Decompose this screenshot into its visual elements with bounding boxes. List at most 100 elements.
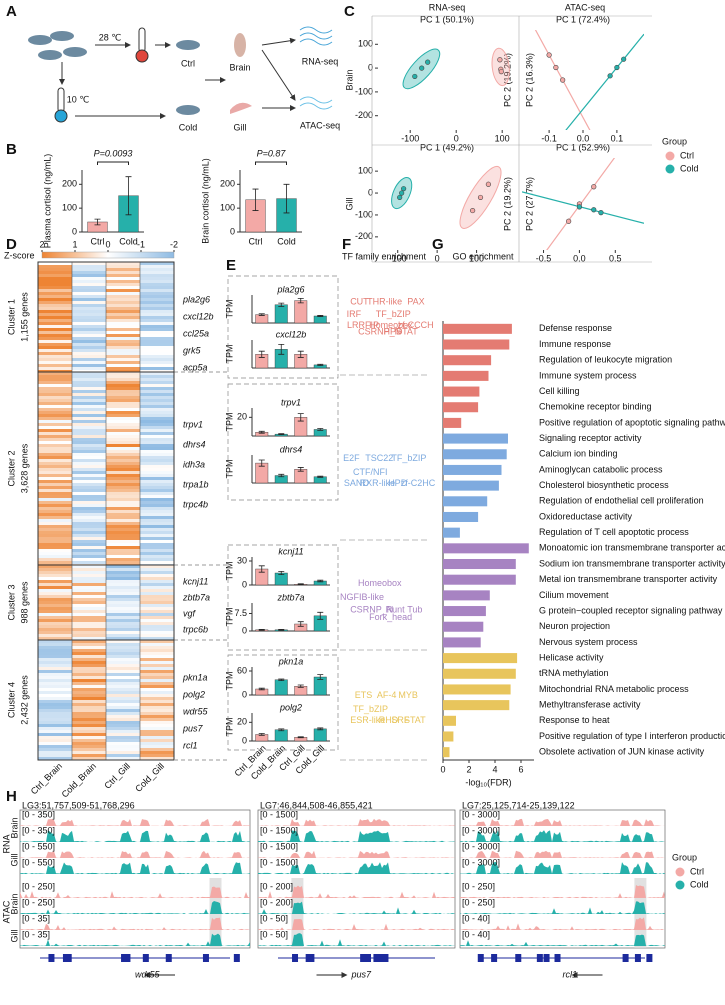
heatmap-cell (38, 387, 72, 390)
heatmap-cell (72, 700, 106, 703)
gene-label: wdr55 (183, 706, 209, 716)
heatmap-cell (38, 405, 72, 408)
diagram-label: Cold (179, 122, 198, 132)
heatmap-cell (38, 580, 72, 583)
y-tick-label: 0 (368, 187, 373, 197)
diagram-label: Gill (234, 122, 247, 132)
heatmap-cell (38, 709, 72, 712)
bar (443, 355, 492, 366)
heatmap-cell (140, 736, 174, 739)
heatmap-cell (72, 754, 106, 757)
heatmap-cell (106, 337, 140, 340)
heatmap-cell (140, 739, 174, 742)
heatmap-cell (140, 637, 174, 640)
heatmap-cell (38, 568, 72, 571)
heatmap-cell (106, 531, 140, 534)
bar (443, 386, 480, 397)
heatmap-cell (38, 444, 72, 447)
heatmap-cell (72, 655, 106, 658)
heatmap-cell (38, 429, 72, 432)
heatmap-cell (140, 471, 174, 474)
tf-word: zf-CCCH (398, 320, 434, 330)
bar (443, 574, 516, 585)
track-range: [0 - 1500] (260, 809, 298, 819)
fit-line (565, 33, 644, 130)
track-range: [0 - 50] (260, 929, 288, 939)
category-label: G protein−coupled receptor signaling pat… (539, 605, 723, 615)
heatmap-cell (72, 310, 106, 313)
heatmap-cell (140, 480, 174, 483)
exon (202, 954, 209, 962)
heatmap-cell (106, 352, 140, 355)
bar (443, 323, 512, 334)
heatmap-cell (106, 604, 140, 607)
heatmap-cell (106, 691, 140, 694)
tf-word: THR-like (367, 296, 402, 306)
heatmap-cell (140, 583, 174, 586)
coverage-track (258, 885, 455, 898)
heatmap-cell (140, 268, 174, 271)
heatmap-cell (72, 592, 106, 595)
heatmap-cell (38, 730, 72, 733)
heatmap-cell (106, 583, 140, 586)
heatmap-cell (72, 501, 106, 504)
heatmap-cell (72, 325, 106, 328)
heatmap-cell (38, 634, 72, 637)
tf-word: TF_bZIP (353, 704, 388, 714)
heatmap-cell (140, 322, 174, 325)
heatmap-cell (72, 378, 106, 381)
x-tick-label: 0 (435, 253, 440, 263)
heatmap-cell (140, 595, 174, 598)
heatmap-cell (38, 477, 72, 480)
heatmap-cell (38, 754, 72, 757)
tf-word: RHD (379, 715, 399, 725)
heatmap-cell (106, 364, 140, 367)
tissue-label: Gill (9, 930, 19, 943)
heatmap-cell (38, 393, 72, 396)
heatmap-cell (140, 601, 174, 604)
error-bar (258, 350, 265, 358)
heatmap-cell (140, 402, 174, 405)
gene-label: pkn1a (182, 672, 208, 682)
tf-word: HPD (388, 478, 408, 488)
pca-frame (371, 15, 652, 263)
heatmap-cell (140, 751, 174, 754)
heatmap-cell (38, 583, 72, 586)
heatmap-cell (72, 586, 106, 589)
heatmap-cell (38, 679, 72, 682)
heatmap-cell (38, 504, 72, 507)
heatmap-cell (38, 483, 72, 486)
heatmap-cell (72, 583, 106, 586)
heatmap-cell (106, 655, 140, 658)
heatmap-cell (140, 673, 174, 676)
heatmap-cell (72, 565, 106, 568)
heatmap-cell (38, 307, 72, 310)
cluster-name: Cluster 2 (6, 450, 16, 486)
panel-label: E (226, 257, 236, 274)
heatmap-cell (140, 414, 174, 417)
heatmap-cell (72, 694, 106, 697)
heatmap-cell (106, 319, 140, 322)
heatmap-cell (140, 676, 174, 679)
column-header: ATAC-seq (565, 2, 605, 12)
heatmap-cell (106, 522, 140, 525)
heatmap-cell (72, 372, 106, 375)
heatmap-cell (72, 289, 106, 292)
heatmap-cell (106, 375, 140, 378)
bar (443, 339, 510, 350)
heatmap-cell (38, 616, 72, 619)
heatmap-cell (140, 730, 174, 733)
heatmap-cell (72, 417, 106, 420)
heatmap-cell (72, 426, 106, 429)
heatmap-cell (140, 426, 174, 429)
heatmap-cell (140, 346, 174, 349)
bar (443, 543, 529, 554)
heatmap-cell (106, 613, 140, 616)
heatmap-cell (38, 598, 72, 601)
heatmap-cell (72, 292, 106, 295)
heatmap-cell (106, 283, 140, 286)
heatmap-cell (72, 399, 106, 402)
heatmap-cell (38, 453, 72, 456)
heatmap-cell (106, 432, 140, 435)
heatmap-cell (72, 571, 106, 574)
